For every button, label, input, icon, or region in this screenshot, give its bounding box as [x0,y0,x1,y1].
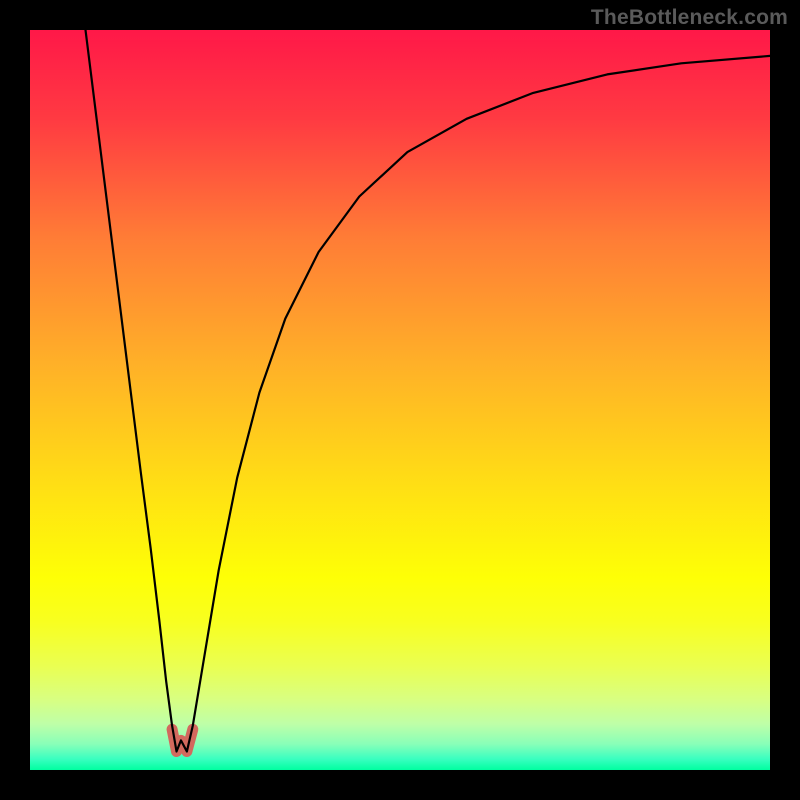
chart-frame: TheBottleneck.com [0,0,800,800]
plot-area [30,30,770,770]
plot-svg [30,30,770,770]
watermark-text: TheBottleneck.com [591,6,788,30]
gradient-background [30,30,770,770]
